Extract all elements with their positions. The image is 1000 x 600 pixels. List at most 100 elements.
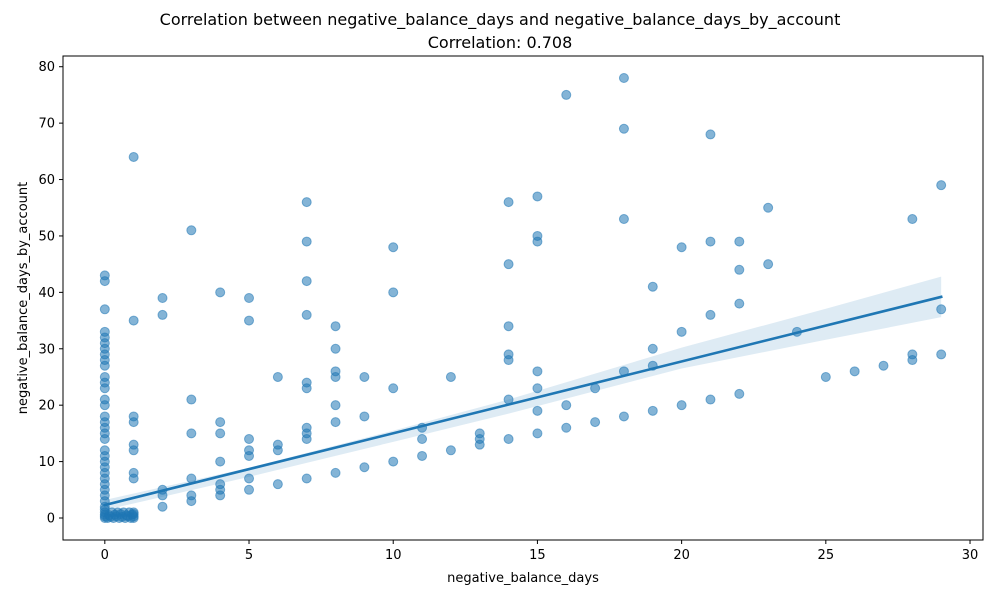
data-point [99,445,110,456]
data-point [157,293,168,303]
data-point [330,400,341,411]
data-points-layer [99,73,947,523]
data-point [244,293,255,303]
data-point [99,270,110,281]
data-point [244,484,255,495]
data-point [936,304,947,315]
data-point [734,298,745,309]
data-point [128,507,139,518]
regression-line-layer [103,295,943,507]
data-point [676,242,687,253]
x-tick-label: 15 [529,548,546,563]
data-point [272,371,283,382]
data-point [561,89,572,100]
data-point [907,214,918,225]
data-point [417,450,428,461]
data-point [330,467,341,478]
data-point [157,501,168,512]
data-point [705,129,716,140]
data-point [301,309,312,320]
data-point [128,411,139,422]
data-point [99,394,110,405]
data-point [705,309,716,320]
data-point [474,428,485,439]
data-point [215,428,226,439]
data-point [359,371,370,382]
data-point [705,236,716,247]
data-point [878,360,889,371]
data-point [330,343,341,354]
data-point [128,467,139,478]
data-point [647,405,658,416]
data-point [618,123,629,134]
y-tick-label: 0 [47,512,55,527]
x-tick-label: 30 [962,548,979,563]
y-tick-label: 20 [38,399,55,414]
data-point [388,287,399,298]
y-tick-label: 40 [38,286,55,301]
x-tick-label: 0 [101,548,109,563]
data-point [128,151,139,162]
data-point [388,383,399,394]
axes-frame [62,55,984,541]
data-point [503,434,514,445]
data-point [445,371,456,382]
y-axis-ticks: 0 10 20 30 40 50 60 70 80 [38,60,63,527]
data-point [618,411,629,422]
data-point [244,473,255,484]
data-point [186,225,197,236]
data-point [532,428,543,439]
y-axis-label: negative_balance_days_by_account [16,182,31,414]
data-point [359,411,370,422]
x-tick-label: 25 [818,548,835,563]
data-point [647,343,658,354]
data-point [272,479,283,490]
data-point [330,366,341,377]
x-tick-label: 5 [245,548,253,563]
data-point [849,366,860,377]
data-point [532,230,543,241]
data-point [301,473,312,484]
data-point [647,281,658,292]
data-point [388,456,399,467]
data-point [907,349,918,360]
data-point [215,456,226,467]
data-point [128,315,139,326]
x-tick-label: 10 [385,548,402,563]
regression-line [103,295,943,507]
data-point [734,388,745,399]
data-point [388,242,399,253]
y-tick-label: 60 [38,173,55,188]
data-point [763,259,774,270]
chart-subtitle: Correlation: 0.708 [427,33,573,52]
data-point [417,434,428,445]
data-point [532,383,543,394]
data-point [215,417,226,428]
y-tick-label: 50 [38,229,55,244]
data-point [301,377,312,388]
data-point [186,428,197,439]
data-point [445,445,456,456]
data-point [186,490,197,501]
data-point [301,276,312,287]
data-point [763,202,774,213]
data-point [590,417,601,428]
x-tick-label: 20 [673,548,690,563]
data-point [676,400,687,411]
data-point [99,371,110,382]
data-point [359,462,370,473]
y-tick-label: 70 [38,117,55,132]
data-point [820,371,831,382]
data-point [676,326,687,337]
data-point [532,405,543,416]
data-point [734,264,745,275]
data-point [503,321,514,332]
data-point [618,214,629,225]
data-point [186,394,197,405]
data-point [734,236,745,247]
data-point [330,321,341,332]
y-tick-label: 80 [38,60,55,75]
data-point [244,434,255,445]
data-point [99,326,110,337]
